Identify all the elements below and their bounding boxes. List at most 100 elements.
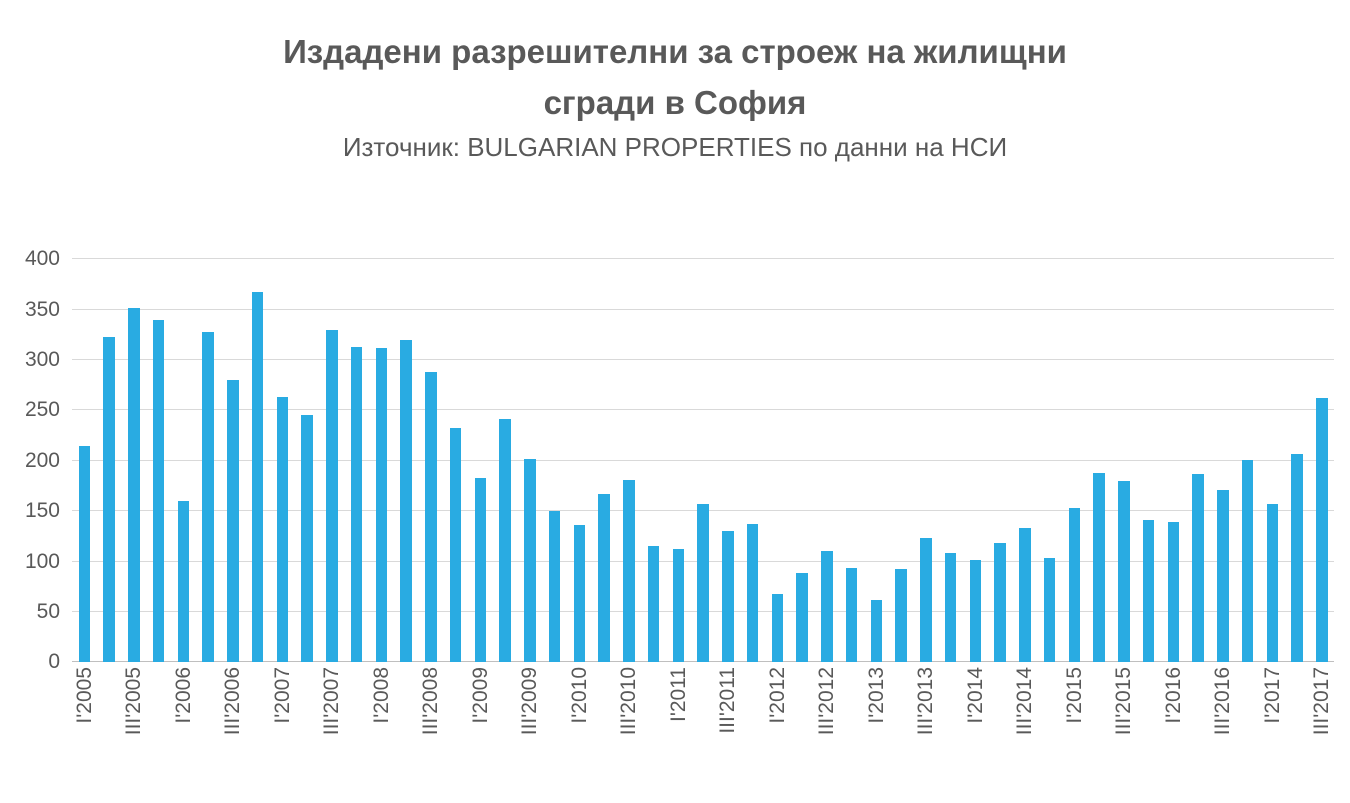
bar-slot bbox=[1310, 259, 1335, 663]
bar-slot bbox=[493, 259, 518, 663]
bar-slot bbox=[295, 259, 320, 663]
x-label-cell bbox=[344, 667, 369, 782]
bar-slot bbox=[1037, 259, 1062, 663]
x-label-cell bbox=[691, 667, 716, 782]
x-label-cell bbox=[443, 667, 468, 782]
bar bbox=[350, 346, 363, 663]
x-axis-label: I'2009 bbox=[468, 667, 492, 724]
gridline bbox=[72, 459, 1334, 461]
bar bbox=[1068, 508, 1081, 663]
x-label-cell bbox=[592, 667, 617, 782]
bar bbox=[697, 504, 709, 663]
bar bbox=[994, 543, 1006, 663]
x-axis-label: I'2017 bbox=[1260, 667, 1284, 724]
bar-slot bbox=[641, 259, 666, 663]
axis-corner-spacer bbox=[14, 662, 72, 782]
bar bbox=[870, 599, 883, 663]
bar bbox=[647, 546, 660, 663]
x-label-cell: III'2012 bbox=[815, 667, 840, 782]
y-axis-label: 300 bbox=[24, 348, 60, 372]
x-label-cell bbox=[146, 667, 171, 782]
bar-slot bbox=[790, 259, 815, 663]
bar bbox=[895, 568, 907, 663]
bar bbox=[746, 524, 759, 663]
bar-slot bbox=[419, 259, 444, 663]
x-axis-label: III'2013 bbox=[914, 667, 938, 736]
gridline bbox=[72, 359, 1334, 361]
bar bbox=[1118, 480, 1130, 663]
x-label-cell bbox=[1235, 667, 1260, 782]
x-axis-label: III'2016 bbox=[1211, 667, 1235, 736]
x-axis-label: III'2006 bbox=[221, 667, 245, 736]
bar-slot bbox=[914, 259, 939, 663]
chart-title-line-1: Издадени разрешителни за строеж на жилищ… bbox=[283, 33, 1067, 70]
bar-slot bbox=[171, 259, 196, 663]
bar bbox=[845, 567, 858, 663]
bar-slot bbox=[394, 259, 419, 663]
y-axis-label: 0 bbox=[48, 650, 60, 674]
bar bbox=[548, 511, 561, 663]
x-axis-label: I'2013 bbox=[864, 667, 888, 724]
bar bbox=[202, 331, 214, 663]
bar bbox=[573, 525, 586, 663]
y-axis-label: 50 bbox=[36, 599, 60, 623]
x-axis-label: III'2007 bbox=[320, 667, 344, 736]
bar bbox=[1266, 504, 1279, 663]
bar bbox=[474, 477, 487, 663]
bar-slot bbox=[320, 259, 345, 663]
chart-title-line-2: сгради в София bbox=[543, 84, 807, 122]
bar bbox=[1217, 490, 1229, 663]
bar-slot bbox=[1087, 259, 1112, 663]
bar bbox=[672, 549, 685, 663]
bar bbox=[969, 559, 982, 663]
x-axis-label: I'2016 bbox=[1161, 667, 1185, 724]
bar-slot bbox=[1161, 259, 1186, 663]
bar bbox=[177, 501, 190, 663]
bar bbox=[920, 538, 932, 663]
bar bbox=[103, 336, 115, 663]
x-axis-label: I'2010 bbox=[567, 667, 591, 724]
x-label-cell bbox=[1186, 667, 1211, 782]
x-axis-label: I'2007 bbox=[270, 667, 294, 724]
x-label-cell: III'2015 bbox=[1112, 667, 1137, 782]
x-label-cell: III'2017 bbox=[1310, 667, 1335, 782]
x-label-cell: III'2007 bbox=[320, 667, 345, 782]
x-label-cell bbox=[889, 667, 914, 782]
x-label-cell: I'2013 bbox=[864, 667, 889, 782]
x-axis-label: III'2008 bbox=[419, 667, 443, 736]
bar-slot bbox=[938, 259, 963, 663]
x-label-cell: I'2006 bbox=[171, 667, 196, 782]
y-axis-label: 250 bbox=[24, 398, 60, 422]
x-label-cell bbox=[938, 667, 963, 782]
bar bbox=[944, 553, 957, 663]
y-axis: 0 50 100 150 200 250 300 350 400 bbox=[14, 247, 72, 673]
x-label-cell: I'2007 bbox=[270, 667, 295, 782]
bar bbox=[1019, 528, 1031, 663]
bar bbox=[499, 419, 511, 663]
x-label-cell bbox=[839, 667, 864, 782]
bar bbox=[598, 494, 610, 663]
bar-slot bbox=[617, 259, 642, 663]
bar-slot bbox=[1260, 259, 1285, 663]
x-axis-label: III'2017 bbox=[1310, 667, 1334, 736]
x-axis: I'2005 III'2005 I'2006 III'2006 I'2007 III'20… bbox=[72, 662, 1334, 782]
bar-slot bbox=[592, 259, 617, 663]
bar-slot bbox=[1112, 259, 1137, 663]
plot-area bbox=[72, 258, 1335, 663]
x-label-cell bbox=[245, 667, 270, 782]
x-axis-label: I'2011 bbox=[666, 667, 690, 723]
bar bbox=[301, 415, 313, 663]
bar-slot bbox=[245, 259, 270, 663]
bar-slot bbox=[988, 259, 1013, 663]
x-label-cell: III'2008 bbox=[419, 667, 444, 782]
x-label-cell bbox=[1285, 667, 1310, 782]
bar bbox=[1093, 472, 1105, 663]
bar-slot bbox=[443, 259, 468, 663]
y-axis-label: 100 bbox=[24, 549, 60, 573]
bar-slot bbox=[691, 259, 716, 663]
x-label-cell: I'2008 bbox=[369, 667, 394, 782]
x-axis-label: III'2015 bbox=[1112, 667, 1136, 736]
x-axis-label: III'2009 bbox=[518, 667, 542, 736]
x-axis-label: III'2014 bbox=[1013, 667, 1037, 736]
